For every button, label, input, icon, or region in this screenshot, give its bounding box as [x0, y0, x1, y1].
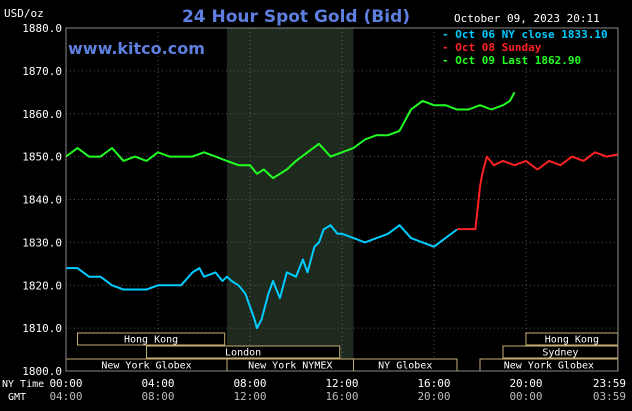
x-tick-label-gmt: 08:00 — [141, 390, 174, 403]
plot-border — [65, 27, 619, 372]
series-line-1 — [457, 151, 618, 231]
x-tick-label-gmt: 12:00 — [233, 390, 266, 403]
series-line-0 — [66, 224, 458, 330]
session-bar — [77, 332, 226, 346]
y-tick-label: 1800.0 — [22, 365, 62, 378]
x-tick-label-gmt: 20:00 — [417, 390, 450, 403]
x-tick-label-ny: 16:00 — [417, 377, 450, 390]
site-watermark: www.kitco.com — [68, 39, 205, 58]
x-tick-label-gmt: 00:00 — [509, 390, 542, 403]
session-bar — [146, 345, 341, 359]
legend-item-oct08: - Oct 08 Sunday — [442, 41, 542, 54]
y-tick-label: 1830.0 — [22, 236, 62, 249]
series-layer — [65, 91, 618, 330]
ny-time-row-label: NY Time — [2, 379, 44, 390]
legend-bullet: - — [442, 54, 455, 67]
series-line-2 — [65, 91, 516, 180]
legend-oct06-label: Oct 06 NY close 1833.10 — [455, 28, 607, 41]
chart-datetime: October 09, 2023 20:11 — [454, 12, 600, 25]
session-label: New York Globex — [101, 361, 191, 372]
x-tick-label-ny: 20:00 — [509, 377, 542, 390]
legend-item-oct09: - Oct 09 Last 1862.90 — [442, 54, 581, 67]
x-tick-label-ny: 04:00 — [141, 377, 174, 390]
y-tick-label: 1820.0 — [22, 279, 62, 292]
session-label: New York NYMEX — [248, 361, 332, 372]
legend-item-oct06: - Oct 06 NY close 1833.10 — [442, 28, 608, 41]
session-label: Hong Kong — [545, 335, 599, 346]
chart-title: 24 Hour Spot Gold (Bid) — [182, 7, 410, 27]
y-tick-label: 1860.0 — [22, 108, 62, 121]
legend-oct08-label: Oct 08 Sunday — [455, 41, 541, 54]
session-label: London — [225, 348, 261, 359]
x-tick-label-gmt: 16:00 — [325, 390, 358, 403]
x-tick-labels: 00:0004:0004:0008:0008:0012:0012:0016:00… — [49, 377, 626, 403]
legend-oct09-label: Oct 09 Last 1862.90 — [455, 54, 581, 67]
x-tick-label-ny: 08:00 — [233, 377, 266, 390]
y-tick-label: 1810.0 — [22, 322, 62, 335]
y-tick-label: 1880.0 — [22, 22, 62, 35]
x-tick-label-ny: 12:00 — [325, 377, 358, 390]
x-tick-label-gmt: 04:00 — [49, 390, 82, 403]
y-axis-label: USD/oz — [4, 7, 44, 20]
session-label: New York Globex — [504, 361, 594, 372]
y-tick-label: 1850.0 — [22, 151, 62, 164]
x-tick-label-ny: 00:00 — [49, 377, 82, 390]
y-tick-labels: 1880.0 1870.0 1860.0 1850.0 1840.0 1830.0 1820… — [22, 22, 62, 378]
legend: - Oct 06 NY close 1833.10 - Oct 08 Sunda… — [442, 28, 608, 67]
x-tick-label-gmt: 03:59 — [593, 390, 626, 403]
session-label: Sydney — [542, 348, 578, 359]
y-tick-label: 1870.0 — [22, 65, 62, 78]
session-label: NY Globex — [378, 361, 432, 372]
y-tick-label: 1840.0 — [22, 194, 62, 207]
session-label: Hong Kong — [124, 335, 178, 346]
legend-bullet: - — [442, 41, 455, 54]
legend-bullet: - — [442, 28, 455, 41]
gmt-row-label: GMT — [8, 392, 26, 403]
x-tick-label-ny: 23:59 — [593, 377, 626, 390]
